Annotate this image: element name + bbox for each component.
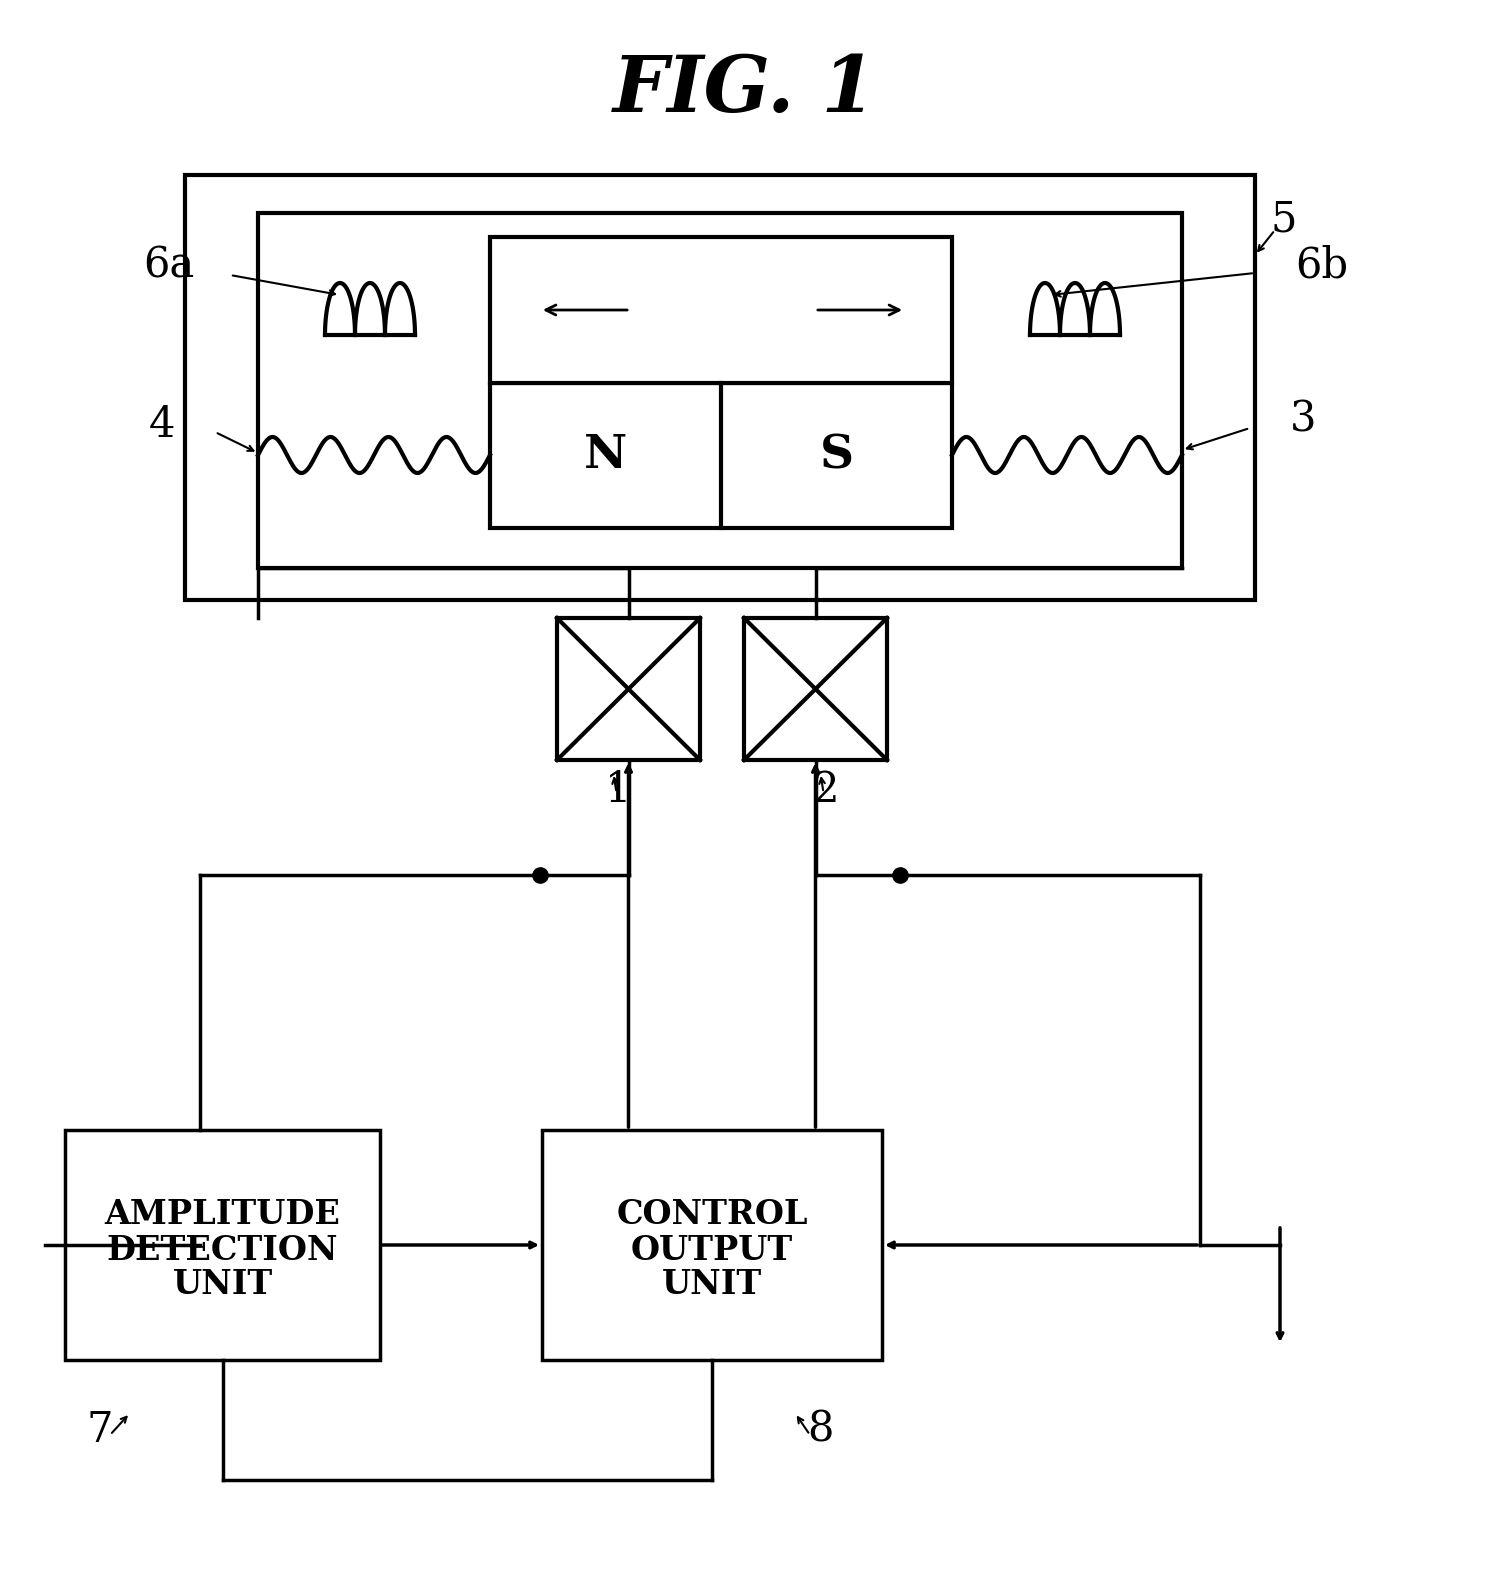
Text: S: S (820, 433, 853, 478)
Text: 6a: 6a (143, 244, 195, 286)
Text: UNIT: UNIT (173, 1268, 273, 1301)
Text: FIG. 1: FIG. 1 (613, 52, 877, 129)
Text: 6b: 6b (1296, 244, 1348, 286)
Text: 8: 8 (807, 1409, 833, 1450)
Text: CONTROL: CONTROL (616, 1199, 808, 1232)
Bar (543, 1129, 883, 1361)
Bar (185, 175, 1255, 599)
Text: 5: 5 (1270, 200, 1297, 241)
Text: 4: 4 (149, 404, 174, 447)
Text: OUTPUT: OUTPUT (631, 1233, 793, 1266)
Bar (558, 618, 699, 760)
Text: UNIT: UNIT (662, 1268, 762, 1301)
Bar (66, 1129, 380, 1361)
Text: 1: 1 (605, 769, 632, 812)
Text: 7: 7 (86, 1409, 113, 1450)
Bar (258, 212, 1182, 568)
Text: DETECTION: DETECTION (107, 1233, 338, 1266)
Bar (491, 382, 951, 529)
Bar (491, 238, 951, 382)
Text: AMPLITUDE: AMPLITUDE (104, 1199, 340, 1232)
Text: 2: 2 (813, 769, 839, 812)
Text: 3: 3 (1290, 400, 1317, 440)
Text: N: N (584, 433, 628, 478)
Bar (744, 618, 887, 760)
